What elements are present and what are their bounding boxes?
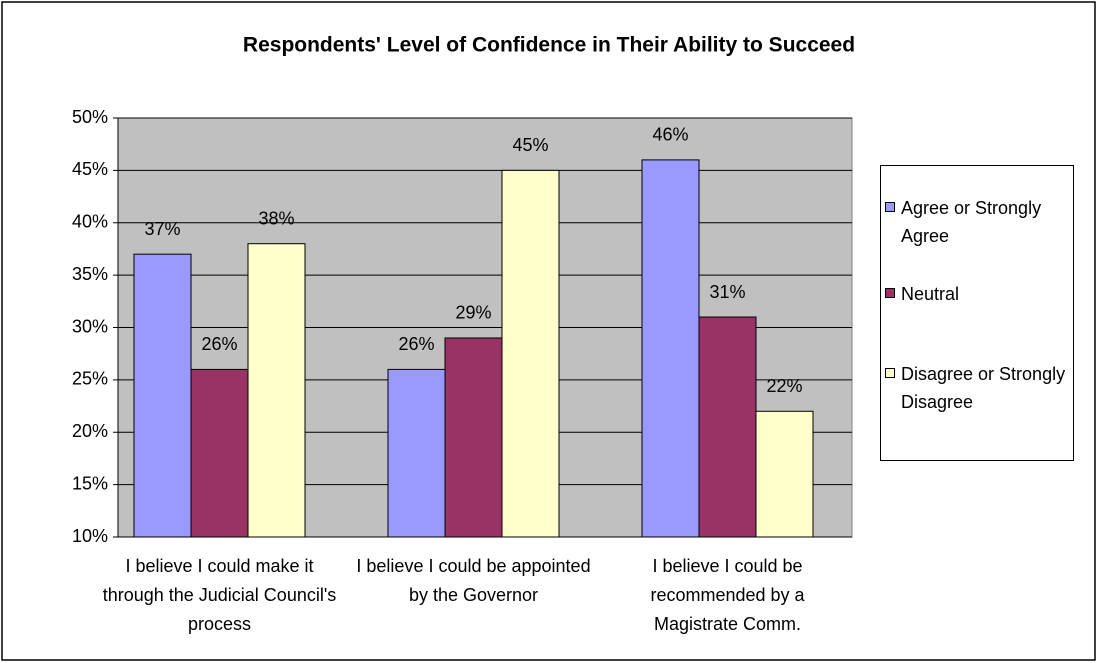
legend: Agree or Strongly Agree Neutral Disagree o… (880, 165, 1074, 461)
bar (501, 169, 560, 538)
y-tick-label: 40% (72, 212, 108, 232)
data-label: 38% (258, 208, 294, 228)
bar (387, 368, 446, 538)
bar (190, 368, 249, 538)
y-tick-label: 50% (72, 107, 108, 127)
bar (444, 337, 503, 538)
bar (641, 159, 700, 538)
legend-item: Disagree or Strongly Disagree (885, 360, 1071, 416)
legend-label: Agree or Strongly Agree (901, 198, 1042, 246)
bar (698, 316, 757, 538)
data-label: 37% (144, 219, 180, 239)
y-tick-label: 30% (72, 316, 108, 336)
x-tick-label: I believe I could make it through the Ju… (102, 556, 337, 634)
data-label: 26% (201, 334, 237, 354)
legend-item: Neutral (885, 280, 1071, 308)
legend-swatch (885, 202, 895, 212)
data-label: 31% (709, 282, 745, 302)
bar (133, 253, 192, 538)
bar (247, 243, 306, 538)
y-tick-label: 35% (72, 264, 108, 284)
chart-title: Respondents' Level of Confidence in Thei… (243, 34, 855, 57)
x-tick-label: I believe I could be recommended by a Ma… (650, 556, 805, 634)
data-label: 22% (766, 376, 802, 396)
legend-label: Disagree or Strongly Disagree (901, 364, 1066, 412)
data-label: 26% (398, 334, 434, 354)
legend-item: Agree or Strongly Agree (885, 194, 1071, 250)
y-tick-label: 15% (72, 473, 108, 493)
y-tick-label: 45% (72, 159, 108, 179)
data-label: 29% (455, 303, 491, 323)
legend-swatch (885, 288, 895, 298)
legend-label: Neutral (901, 284, 960, 304)
x-tick-label: I believe I could be appointed by the Go… (356, 556, 591, 605)
y-tick-label: 10% (72, 526, 108, 546)
bar (755, 410, 814, 538)
data-label: 46% (652, 125, 688, 145)
legend-swatch (885, 368, 895, 378)
y-tick-label: 20% (72, 421, 108, 441)
data-label: 45% (512, 135, 548, 155)
y-tick-label: 25% (72, 369, 108, 389)
